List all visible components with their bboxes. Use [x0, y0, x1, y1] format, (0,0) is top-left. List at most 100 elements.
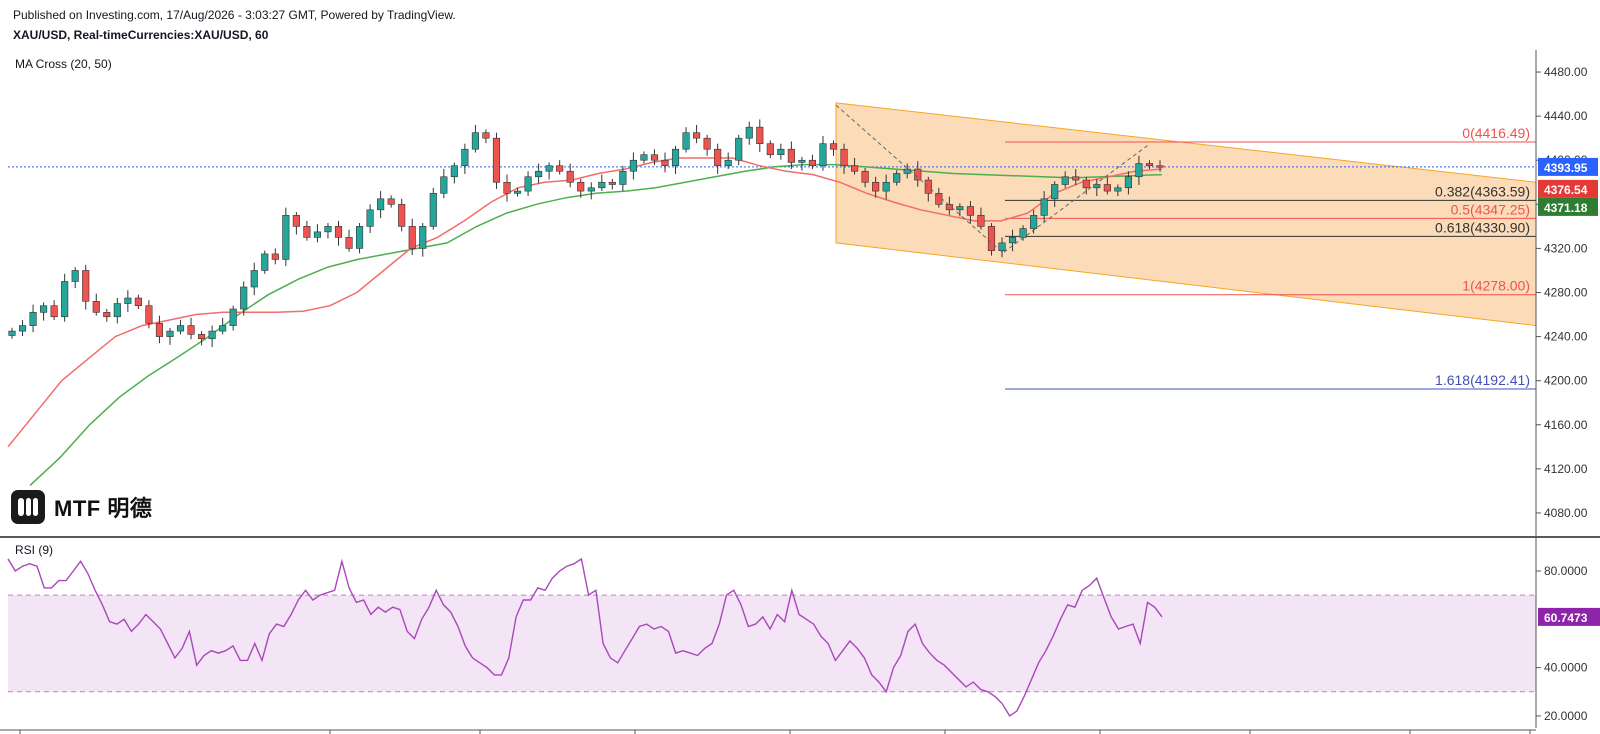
candle-bear [272, 254, 279, 260]
price-tick-label: 4320.00 [1544, 241, 1588, 255]
candle-bear [788, 149, 795, 162]
candle-bear [1072, 177, 1079, 180]
candle-bull [451, 166, 458, 177]
candle-bull [219, 326, 226, 332]
candle-bear [1157, 166, 1164, 168]
rsi-value-label: 60.7473 [1544, 611, 1588, 625]
candle-bear [693, 133, 700, 139]
candle-bear [862, 171, 869, 182]
rsi-pane [8, 559, 1536, 716]
candle-bear [714, 149, 721, 166]
candle-bear [493, 138, 500, 182]
candle-bull [240, 287, 247, 309]
candle-bear [51, 306, 58, 317]
fib-label: 0.382(4363.59) [1435, 183, 1530, 199]
candle-bull [799, 160, 806, 162]
candle-bull [620, 171, 627, 184]
price-tag-label: 4371.18 [1544, 201, 1588, 215]
candle-bull [904, 169, 911, 173]
candle-bear [1146, 164, 1153, 166]
candle-bear [704, 138, 711, 149]
price-tag-label: 4393.95 [1544, 161, 1588, 175]
candle-bull [1051, 184, 1058, 198]
price-tick-label: 4480.00 [1544, 65, 1588, 79]
candle-bear [988, 226, 995, 250]
candle-bull [30, 312, 37, 325]
price-tick-label: 4200.00 [1544, 374, 1588, 388]
candle-bear [483, 133, 490, 139]
candle-bear [146, 306, 153, 324]
candle-bull [893, 173, 900, 182]
price-pane: 0(4416.49) 0.382(4363.59) 0.5(4347.25) 0.61… [8, 103, 1536, 485]
candle-bull [441, 177, 448, 194]
candle-bull [377, 199, 384, 210]
rsi-tick-label: 40.0000 [1544, 661, 1588, 675]
candle-bull [419, 226, 426, 248]
fib-label: 1(4278.00) [1462, 278, 1530, 294]
price-tick-label: 4080.00 [1544, 506, 1588, 520]
candle-bull [599, 182, 606, 188]
candle-bear [662, 160, 669, 166]
candle-bull [1136, 164, 1143, 177]
candle-bull [356, 226, 363, 248]
candle-bear [156, 323, 163, 336]
candle-bull [957, 207, 964, 210]
candle-bear [198, 334, 205, 338]
fib-label: 1.618(4192.41) [1435, 372, 1530, 388]
candle-bull [19, 326, 26, 332]
candle-bull [177, 326, 184, 332]
candle-bear [925, 180, 932, 193]
price-tick-label: 4240.00 [1544, 330, 1588, 344]
candle-bull [325, 226, 332, 232]
candle-bull [61, 281, 68, 316]
candle-bull [40, 306, 47, 313]
rsi-band [8, 595, 1536, 692]
rsi-tick-label: 20.0000 [1544, 709, 1588, 723]
candle-bull [209, 331, 216, 339]
candle-bear [388, 199, 395, 205]
candle-bear [556, 166, 563, 172]
candle-bull [9, 331, 16, 335]
candle-bull [1115, 188, 1122, 191]
candle-bear [936, 193, 943, 204]
candle-bear [767, 144, 774, 155]
candle-bear [188, 326, 195, 335]
candle-bull [472, 133, 479, 150]
price-tick-label: 4120.00 [1544, 462, 1588, 476]
candle-bull [735, 138, 742, 160]
price-tick-label: 4440.00 [1544, 109, 1588, 123]
candle-bear [1104, 184, 1111, 191]
candle-bull [72, 270, 79, 281]
candle-bear [398, 204, 405, 226]
candle-bear [914, 169, 921, 180]
candle-bull [462, 149, 469, 166]
candle-bull [820, 144, 827, 166]
candle-bear [346, 237, 353, 248]
candle-bear [872, 182, 879, 191]
candle-bull [683, 133, 690, 150]
candle-bear [104, 312, 111, 316]
candle-bear [809, 160, 816, 166]
candle-bull [1041, 199, 1048, 216]
candle-bull [630, 160, 637, 171]
candle-bear [504, 182, 511, 193]
mtf-logo: MTF 明德 [11, 490, 152, 524]
candle-bull [1030, 215, 1037, 228]
candle-bull [262, 254, 269, 271]
candle-bear [757, 127, 764, 144]
candle-bear [851, 166, 858, 172]
price-tick-label: 4280.00 [1544, 286, 1588, 300]
rsi-tick-label: 80.0000 [1544, 564, 1588, 578]
fib-label: 0.5(4347.25) [1451, 201, 1530, 217]
candle-bear [304, 226, 311, 237]
candle-bull [514, 191, 521, 193]
mtf-logo-text: MTF 明德 [54, 491, 152, 523]
candle-bear [609, 182, 616, 184]
price-tick-label: 4160.00 [1544, 418, 1588, 432]
candle-bull [588, 188, 595, 191]
candle-bear [293, 215, 300, 226]
candle-bull [167, 331, 174, 337]
candle-bear [93, 301, 100, 312]
fib-label: 0(4416.49) [1462, 125, 1530, 141]
